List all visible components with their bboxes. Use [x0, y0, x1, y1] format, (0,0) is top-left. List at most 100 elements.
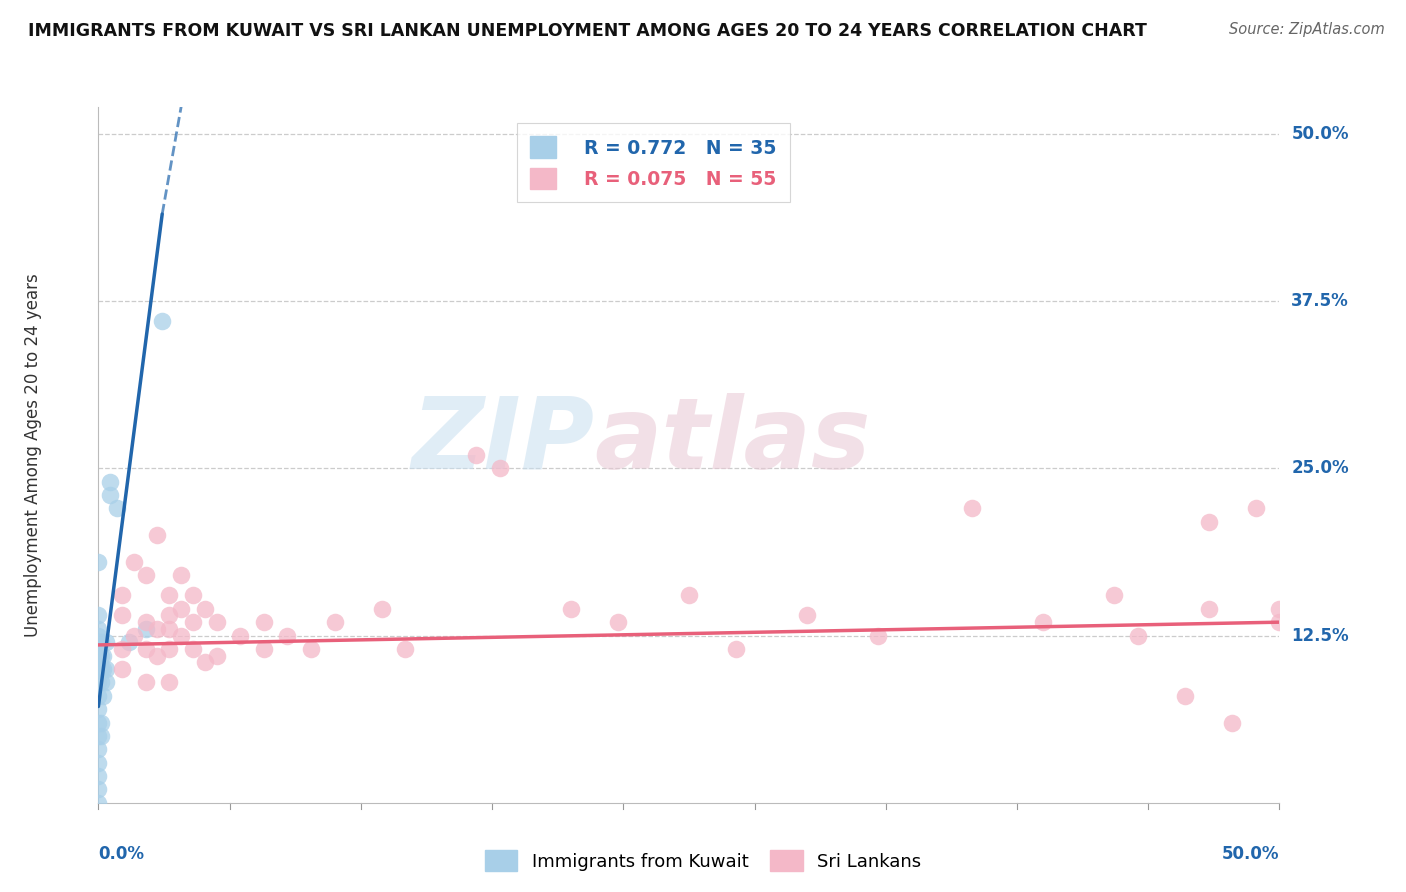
- Text: atlas: atlas: [595, 392, 870, 490]
- Point: [135, 568, 157, 582]
- Point: [98, 475, 121, 489]
- Point: [135, 615, 157, 630]
- Point: [87, 742, 110, 756]
- Point: [111, 662, 134, 676]
- Text: 25.0%: 25.0%: [1291, 459, 1348, 477]
- Point: [205, 648, 228, 663]
- Point: [157, 675, 180, 690]
- Point: [181, 589, 204, 603]
- Point: [122, 555, 145, 569]
- Point: [371, 602, 394, 616]
- Point: [87, 635, 110, 649]
- Legend: Immigrants from Kuwait, Sri Lankans: Immigrants from Kuwait, Sri Lankans: [478, 843, 928, 879]
- Point: [323, 615, 346, 630]
- Point: [87, 756, 110, 770]
- Text: IMMIGRANTS FROM KUWAIT VS SRI LANKAN UNEMPLOYMENT AMONG AGES 20 TO 24 YEARS CORR: IMMIGRANTS FROM KUWAIT VS SRI LANKAN UNE…: [28, 22, 1147, 40]
- Point: [122, 628, 145, 642]
- Point: [725, 642, 748, 657]
- Point: [157, 589, 180, 603]
- Point: [489, 461, 512, 475]
- Point: [111, 642, 134, 657]
- Point: [170, 628, 193, 642]
- Point: [1198, 602, 1220, 616]
- Point: [1174, 689, 1197, 703]
- Point: [194, 655, 217, 669]
- Point: [1244, 501, 1267, 516]
- Point: [146, 528, 169, 542]
- Point: [90, 729, 112, 743]
- Point: [87, 702, 110, 716]
- Point: [146, 648, 169, 663]
- Point: [90, 662, 112, 676]
- Point: [87, 628, 110, 642]
- Point: [394, 642, 416, 657]
- Point: [87, 689, 110, 703]
- Point: [90, 715, 112, 730]
- Point: [170, 602, 193, 616]
- Text: ZIP: ZIP: [412, 392, 595, 490]
- Point: [90, 675, 112, 690]
- Point: [135, 675, 157, 690]
- Point: [87, 782, 110, 797]
- Point: [94, 662, 117, 676]
- Point: [1198, 515, 1220, 529]
- Point: [87, 622, 110, 636]
- Point: [866, 628, 889, 642]
- Point: [118, 635, 141, 649]
- Point: [135, 642, 157, 657]
- Text: 0.0%: 0.0%: [98, 845, 145, 863]
- Point: [465, 448, 488, 462]
- Point: [276, 628, 298, 642]
- Point: [87, 796, 110, 810]
- Point: [87, 648, 110, 663]
- Point: [181, 615, 204, 630]
- Point: [1220, 715, 1243, 730]
- Point: [150, 314, 173, 328]
- Point: [1268, 602, 1291, 616]
- Point: [91, 689, 114, 703]
- Point: [170, 568, 193, 582]
- Point: [181, 642, 204, 657]
- Point: [560, 602, 582, 616]
- Point: [87, 769, 110, 783]
- Text: 50.0%: 50.0%: [1291, 125, 1348, 143]
- Point: [87, 555, 110, 569]
- Point: [87, 715, 110, 730]
- Point: [1102, 589, 1125, 603]
- Point: [87, 662, 110, 676]
- Text: Source: ZipAtlas.com: Source: ZipAtlas.com: [1229, 22, 1385, 37]
- Point: [194, 602, 217, 616]
- Point: [1126, 628, 1149, 642]
- Point: [1032, 615, 1054, 630]
- Point: [87, 608, 110, 623]
- Point: [94, 635, 117, 649]
- Text: 12.5%: 12.5%: [1291, 626, 1348, 645]
- Point: [90, 635, 112, 649]
- Point: [253, 642, 276, 657]
- Point: [90, 648, 112, 663]
- Text: 37.5%: 37.5%: [1291, 292, 1348, 310]
- Point: [135, 622, 157, 636]
- Point: [146, 622, 169, 636]
- Point: [157, 642, 180, 657]
- Point: [91, 648, 114, 663]
- Point: [87, 675, 110, 690]
- Point: [94, 675, 117, 690]
- Point: [105, 501, 128, 516]
- Point: [253, 615, 276, 630]
- Point: [796, 608, 818, 623]
- Point: [962, 501, 984, 516]
- Point: [87, 729, 110, 743]
- Point: [229, 628, 252, 642]
- Point: [157, 608, 180, 623]
- Point: [98, 488, 121, 502]
- Point: [607, 615, 630, 630]
- Legend:   R = 0.772   N = 35,   R = 0.075   N = 55: R = 0.772 N = 35, R = 0.075 N = 55: [517, 123, 790, 202]
- Point: [111, 589, 134, 603]
- Point: [91, 662, 114, 676]
- Point: [1268, 615, 1291, 630]
- Point: [157, 622, 180, 636]
- Text: 50.0%: 50.0%: [1222, 845, 1279, 863]
- Text: Unemployment Among Ages 20 to 24 years: Unemployment Among Ages 20 to 24 years: [24, 273, 42, 637]
- Point: [299, 642, 322, 657]
